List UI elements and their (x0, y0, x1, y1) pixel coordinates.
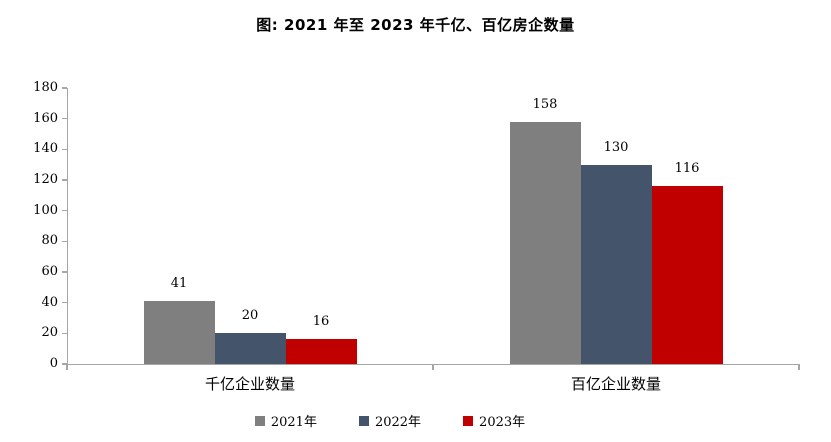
bar-2021年 (509, 121, 581, 364)
x-tick-mark (432, 364, 434, 370)
legend-item-2023年: 2023年 (463, 411, 525, 430)
y-tick-mark (62, 117, 67, 120)
bar-value-label: 41 (170, 276, 188, 292)
y-tick-label: 120 (33, 172, 58, 187)
legend-label: 2021年 (270, 415, 317, 430)
legend-swatch-icon (358, 415, 369, 426)
bar-value-label: 116 (674, 161, 700, 177)
bar-2022年 (580, 164, 652, 364)
legend-item-2022年: 2022年 (358, 411, 422, 430)
legend-item-2021年: 2021年 (254, 411, 317, 430)
legend-label: 2023年 (479, 415, 526, 430)
y-tick-mark (62, 148, 67, 151)
y-tick-label: 180 (33, 80, 58, 95)
y-tick-label: 20 (41, 325, 58, 341)
bar-value-label: 20 (241, 308, 259, 324)
legend-swatch-icon (254, 415, 265, 426)
bar-value-label: 158 (532, 96, 558, 112)
bar-2022年 (214, 333, 286, 364)
y-tick-label: 60 (41, 264, 58, 279)
legend-label: 2022年 (374, 415, 422, 430)
y-tick-mark (62, 209, 67, 212)
y-tick-label: 160 (33, 110, 58, 126)
chart-title: 图: 2021 年至 2023 年千亿、百亿房企数量 (256, 16, 575, 34)
y-tick-mark (62, 240, 67, 243)
y-tick-mark (62, 271, 67, 273)
y-tick-mark (62, 363, 67, 365)
x-tick-mark (798, 364, 800, 370)
y-tick-mark (62, 332, 67, 335)
bar-2023年 (285, 339, 357, 364)
legend-swatch-icon (463, 415, 474, 426)
x-category-label: 百亿企业数量 (570, 375, 661, 393)
y-tick-label: 100 (33, 202, 58, 218)
bar-value-label: 130 (603, 139, 629, 155)
bar-2023年 (651, 186, 723, 364)
y-tick-label: 80 (41, 233, 58, 249)
y-tick-mark (62, 179, 67, 181)
bar-2021年 (143, 301, 215, 364)
legend: 2021年 2022年 2023年 (0, 411, 780, 430)
x-tick-mark (66, 364, 68, 370)
bar-value-label: 16 (312, 314, 330, 330)
y-tick-label: 40 (41, 294, 58, 310)
y-tick-label: 140 (33, 141, 58, 157)
y-tick-mark (62, 87, 67, 89)
y-tick-label: 0 (49, 356, 58, 371)
y-tick-mark (62, 301, 67, 304)
x-category-label: 千亿企业数量 (204, 375, 295, 393)
